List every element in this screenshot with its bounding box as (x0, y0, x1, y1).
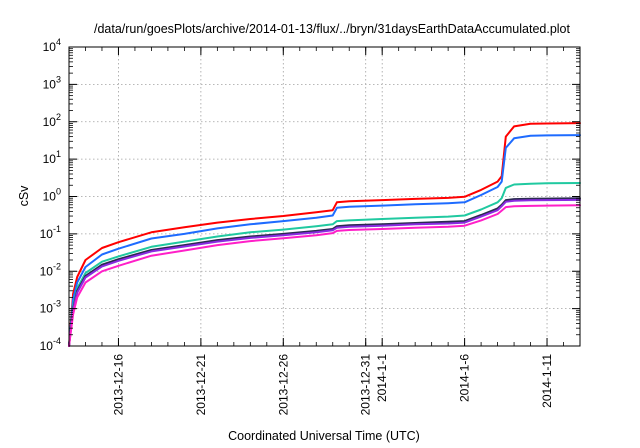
x-tick-label: 2013-12-31 (359, 354, 373, 416)
series-line-5 (68, 198, 581, 347)
x-tick-label: 2013-12-26 (276, 354, 290, 416)
chart-title: /data/run/goesPlots/archive/2014-01-13/f… (94, 22, 570, 36)
x-tick-label: 2014-1-11 (540, 354, 554, 408)
x-tick-label: 2013-12-21 (194, 354, 208, 416)
grid (69, 47, 580, 346)
series-line-3 (68, 182, 581, 347)
y-axis: 10-4 10-3 10-2 10-1 100 101 102 103 104 (40, 37, 580, 353)
x-axis-label: Coordinated Universal Time (UTC) (228, 429, 420, 443)
series-layer (68, 122, 581, 347)
y-tick-label: 102 (43, 112, 61, 129)
series-line-2 (68, 134, 581, 347)
y-tick-label: 100 (43, 187, 61, 204)
y-tick-label: 10-2 (40, 261, 61, 278)
y-tick-label: 10-3 (40, 299, 61, 316)
y-tick-label: 101 (43, 149, 61, 166)
x-tick-label: 2014-1-1 (375, 354, 389, 402)
series-line-4 (68, 197, 581, 347)
x-axis: 2013-12-16 2013-12-21 2013-12-26 2013-12-31… (68, 47, 581, 416)
y-axis-label: cSv (17, 185, 31, 207)
y-tick-label: 10-1 (40, 224, 61, 241)
series-line-6 (68, 204, 581, 347)
series-line-1 (68, 122, 581, 347)
y-tick-label: 103 (43, 74, 61, 91)
y-tick-label: 10-4 (40, 336, 61, 353)
x-tick-label: 2013-12-16 (111, 354, 125, 416)
x-tick-label: 2014-1-6 (458, 354, 472, 402)
y-tick-label: 104 (43, 37, 61, 54)
